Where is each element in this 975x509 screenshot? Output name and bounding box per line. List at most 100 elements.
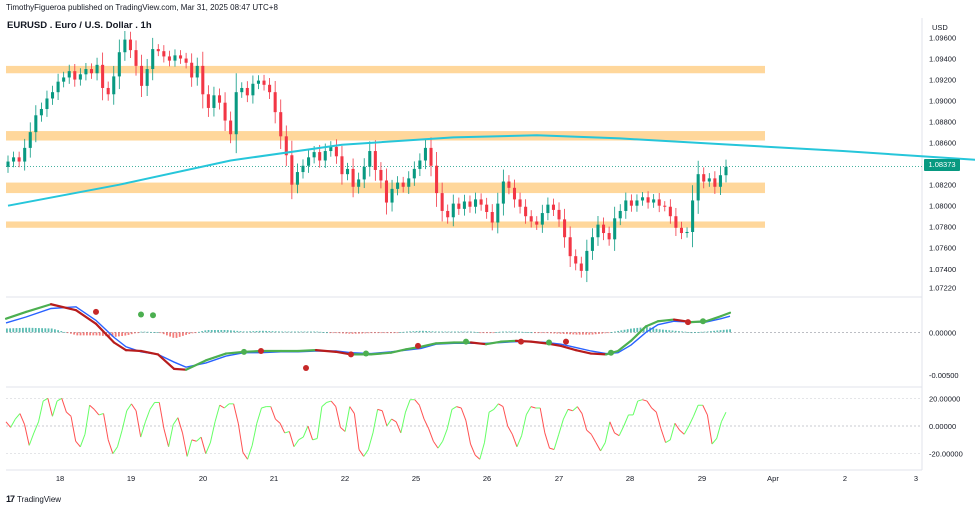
macd-histogram-bar xyxy=(217,330,219,333)
macd-histogram-bar xyxy=(441,331,443,333)
macd-histogram-bar xyxy=(162,332,165,335)
candle-body xyxy=(596,224,600,238)
candle-body xyxy=(679,227,684,234)
oscillator-line-segment xyxy=(688,416,694,427)
candle-body xyxy=(718,175,722,187)
oscillator-line-segment xyxy=(56,397,62,402)
candle-body xyxy=(301,165,305,173)
candle-body xyxy=(95,64,99,74)
macd-histogram-bar xyxy=(303,331,306,333)
macd-histogram-bar xyxy=(194,332,197,334)
candle-body xyxy=(318,152,322,161)
oscillator-line-segment xyxy=(442,428,448,442)
macd-line-segment xyxy=(616,339,633,353)
macd-histogram-bar xyxy=(674,330,677,333)
oscillator-line-segment xyxy=(595,442,602,452)
macd-histogram-bar xyxy=(457,331,459,333)
macd-histogram-bar xyxy=(412,331,415,333)
oscillator-line-segment xyxy=(618,425,625,436)
macd-histogram-bar xyxy=(124,332,127,336)
macd-histogram-bar xyxy=(239,331,242,333)
macd-histogram-bar xyxy=(198,331,200,333)
macd-histogram-bar xyxy=(236,330,239,333)
oscillator-line-segment xyxy=(525,406,532,416)
oscillator-line-segment xyxy=(214,405,221,422)
oscillator-line-segment xyxy=(470,443,476,456)
macd-histogram-bar xyxy=(470,331,472,333)
candle-body xyxy=(151,49,155,70)
oscillator-line-segment xyxy=(702,405,708,416)
candle-body xyxy=(368,151,372,167)
macd-histogram-bar xyxy=(585,332,587,335)
candle-body xyxy=(245,87,249,96)
candle-body xyxy=(112,76,116,95)
price-axis-tick-label: 1.08800 xyxy=(929,118,956,127)
oscillator-line-segment xyxy=(10,418,16,428)
macd-line-segment xyxy=(139,349,160,356)
candle-body xyxy=(440,193,444,211)
macd-histogram-bar xyxy=(118,332,120,337)
candle-body xyxy=(446,210,450,218)
footer: 17 TradingView xyxy=(6,494,61,504)
macd-line-segment xyxy=(574,349,593,355)
time-axis-tick-label: 25 xyxy=(412,474,420,483)
price-axis-tick-label: 1.08000 xyxy=(929,202,956,211)
macd-line-segment xyxy=(172,367,188,371)
oscillator-line-segment xyxy=(553,434,560,450)
macd-histogram-bar xyxy=(511,331,514,333)
candle-body xyxy=(340,156,344,175)
macd-histogram-bar xyxy=(130,332,133,335)
candle-body xyxy=(457,203,461,209)
candle-body xyxy=(640,197,645,201)
macd-histogram-bar xyxy=(294,331,296,333)
candle-body xyxy=(101,64,105,88)
macd-line-segment xyxy=(644,320,660,328)
macd-histogram-bar xyxy=(338,332,341,334)
candle-body xyxy=(629,200,633,206)
price-axis-tick-label: 1.09400 xyxy=(929,55,956,64)
macd-histogram-bar xyxy=(22,327,24,333)
candle-body xyxy=(657,199,661,206)
oscillator-line-segment xyxy=(186,439,193,457)
candle-body xyxy=(384,180,389,203)
macd-histogram-bar xyxy=(534,332,536,334)
macd-histogram-bar xyxy=(710,331,712,333)
candle-body xyxy=(179,55,183,59)
candle-body xyxy=(223,102,227,121)
macd-line-segment xyxy=(484,340,503,346)
candle-body xyxy=(12,157,16,162)
oscillator-line-segment xyxy=(61,398,67,413)
candle-body xyxy=(462,201,466,209)
oscillator-line-segment xyxy=(590,434,597,443)
macd-histogram-bar xyxy=(562,332,565,334)
oscillator-line-segment xyxy=(395,421,402,434)
oscillator-line-segment xyxy=(107,439,114,454)
macd-histogram-bar xyxy=(415,331,418,333)
macd-cross-dot xyxy=(241,348,247,355)
macd-histogram-bar xyxy=(345,332,347,334)
macd-histogram-bar xyxy=(63,331,66,333)
macd-line-segment xyxy=(499,339,518,343)
oscillator-line-segment xyxy=(307,425,314,441)
oscillator-line-segment xyxy=(576,406,583,414)
macd-histogram-bar xyxy=(108,332,111,337)
macd-cross-dot xyxy=(138,311,144,318)
macd-histogram-bar xyxy=(454,331,456,333)
oscillator-line-segment xyxy=(637,399,643,402)
oscillator-line-segment xyxy=(651,407,657,413)
oscillator-line-segment xyxy=(674,422,680,431)
candle-body xyxy=(167,56,171,61)
oscillator-line-segment xyxy=(460,407,467,421)
candle-body xyxy=(529,216,533,222)
macd-histogram-bar xyxy=(444,331,447,333)
oscillator-line-segment xyxy=(367,432,374,450)
oscillator-line-segment xyxy=(42,397,49,402)
macd-histogram-bar xyxy=(546,332,549,334)
currency-label[interactable]: USD xyxy=(932,23,948,32)
oscillator-line-segment xyxy=(669,423,676,440)
macd-histogram-bar xyxy=(348,332,351,334)
macd-histogram-bar xyxy=(143,331,146,333)
macd-histogram-bar xyxy=(556,332,559,334)
macd-histogram-bar xyxy=(652,328,655,333)
